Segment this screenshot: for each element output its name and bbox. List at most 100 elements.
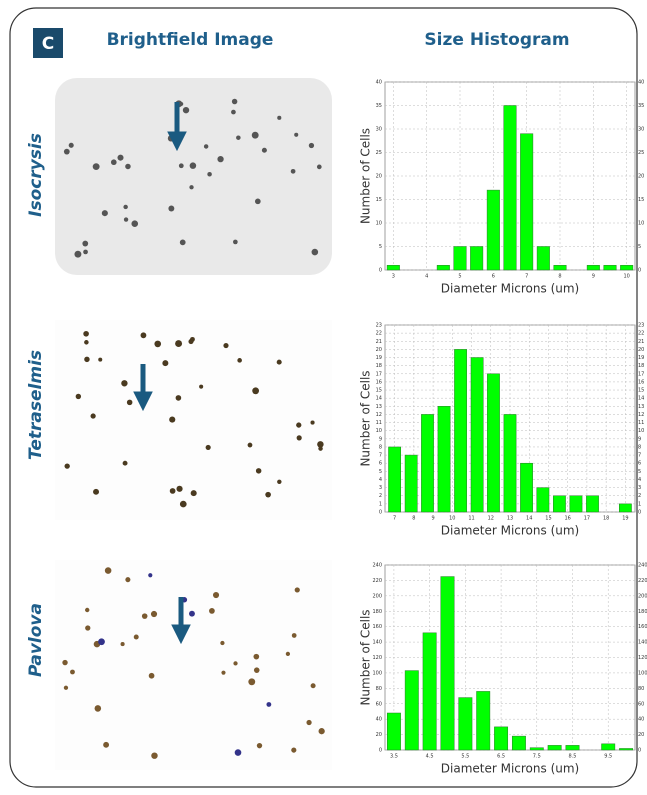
cell [231, 110, 236, 115]
cell [151, 752, 157, 758]
cell [291, 169, 296, 174]
cell [105, 567, 112, 574]
y-tick-label: 0 [379, 510, 382, 516]
y-tick-label: 0 [379, 268, 382, 274]
cell [162, 360, 168, 366]
cell [85, 625, 90, 630]
y-tick-label: 40 [376, 717, 382, 723]
x-tick-label: 6.5 [497, 754, 505, 760]
x-tick-label: 15 [545, 516, 551, 522]
y-tick-label: 0 [379, 748, 382, 754]
cell [93, 163, 100, 170]
species-name: Tetraselmis [26, 350, 46, 460]
bar [504, 414, 516, 512]
y2-tick-label: 0 [638, 268, 641, 274]
cell [74, 251, 81, 258]
cell [62, 660, 67, 665]
cell [297, 435, 302, 440]
x-tick-label: 8 [558, 274, 561, 280]
y-tick-label: 100 [372, 670, 382, 676]
y-tick-label: 18 [376, 363, 382, 369]
cell [85, 608, 89, 612]
y2-tick-label: 14 [638, 396, 644, 402]
bar [388, 447, 400, 512]
cell [121, 380, 127, 386]
y-tick-label: 16 [376, 379, 382, 385]
x-tick-label: 3.5 [390, 754, 398, 760]
y2-tick-label: 9 [638, 436, 641, 442]
bar [586, 496, 598, 512]
cell [266, 702, 271, 707]
cell [237, 358, 242, 363]
cell [236, 135, 241, 140]
bar [548, 745, 561, 750]
bar [570, 496, 582, 512]
y-tick-label: 240 [372, 563, 382, 569]
y-tick-label: 120 [372, 655, 382, 661]
cell [253, 654, 259, 660]
bar [566, 745, 579, 750]
cell [220, 641, 224, 645]
bar [441, 577, 454, 750]
y2-tick-label: 240 [638, 563, 647, 569]
bar [537, 247, 550, 271]
cell [254, 667, 260, 673]
bar [520, 134, 533, 270]
cell [148, 573, 152, 577]
y-tick-label: 12 [376, 412, 382, 418]
y-tick-label: 20 [376, 732, 382, 738]
bar [470, 247, 483, 271]
cell [204, 144, 208, 148]
bar [620, 265, 633, 270]
cell [91, 413, 96, 418]
cell [102, 210, 108, 216]
x-tick-label: 9 [431, 516, 434, 522]
y-tick-label: 60 [376, 701, 382, 707]
x-tick-label: 4.5 [426, 754, 434, 760]
cell [179, 163, 184, 168]
y2-tick-label: 2 [638, 493, 641, 499]
header-left: Brightfield Image [107, 30, 274, 50]
y2-tick-label: 22 [638, 331, 644, 337]
cell [188, 339, 193, 344]
y-tick-label: 3 [379, 485, 382, 491]
cell [111, 159, 117, 165]
cell [191, 490, 197, 496]
cell [277, 480, 281, 484]
y2-tick-label: 180 [638, 609, 647, 615]
bar [520, 463, 532, 512]
cell [233, 661, 237, 665]
cell [213, 592, 219, 598]
bar [602, 744, 615, 750]
y-tick-label: 35 [376, 103, 382, 109]
cell [168, 206, 174, 212]
cell [70, 670, 75, 675]
cell [117, 155, 123, 161]
y-tick-label: 5 [379, 469, 382, 475]
y2-tick-label: 10 [638, 221, 644, 227]
y2-tick-label: 4 [638, 477, 641, 483]
y-axis-label: Number of Cells [359, 609, 373, 705]
x-tick-label: 6 [492, 274, 495, 280]
y-tick-label: 220 [372, 578, 382, 584]
x-tick-label: 16 [565, 516, 571, 522]
panel-letter: C [42, 34, 54, 54]
y-tick-label: 21 [376, 339, 382, 345]
cell [175, 340, 182, 347]
cell [69, 143, 74, 148]
cell [127, 400, 133, 406]
cell [98, 358, 102, 362]
y-tick-label: 7 [379, 453, 382, 459]
cell [319, 728, 325, 734]
cell [131, 220, 138, 227]
y2-tick-label: 17 [638, 371, 644, 377]
y2-tick-label: 60 [638, 701, 644, 707]
x-tick-label: 18 [603, 516, 609, 522]
y2-tick-label: 11 [638, 420, 644, 426]
y2-tick-label: 40 [638, 80, 644, 86]
bar [477, 691, 490, 750]
cell [317, 165, 322, 170]
y2-tick-label: 21 [638, 339, 644, 345]
cell [142, 613, 148, 619]
cell [180, 501, 187, 508]
